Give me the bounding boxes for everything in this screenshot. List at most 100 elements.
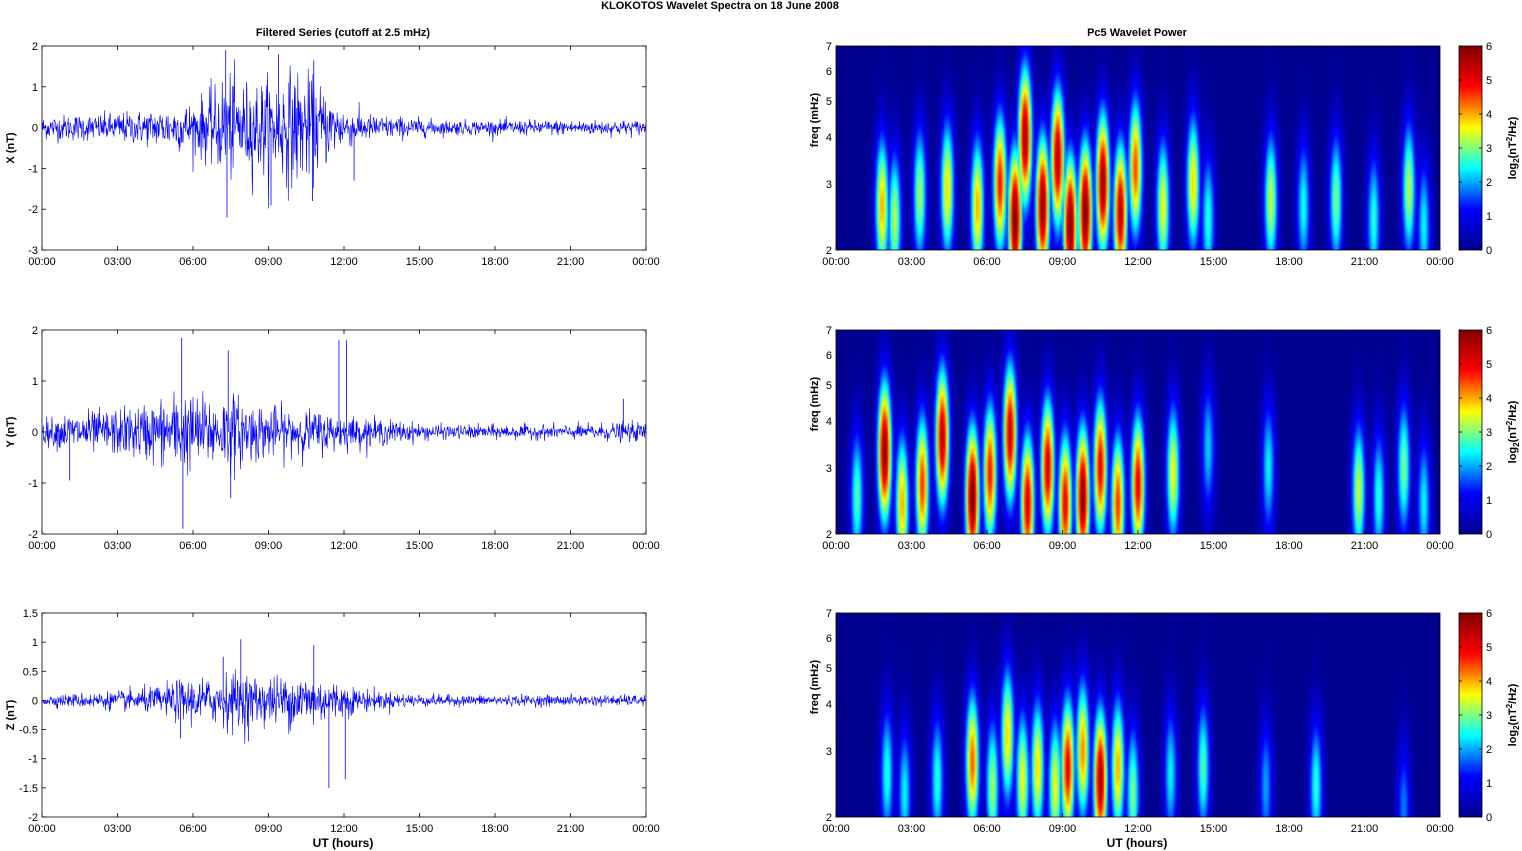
colorbar-label-part: /Hz) <box>1507 683 1519 704</box>
x-tick-label: 12:00 <box>330 540 358 552</box>
x-tick-label: 06:00 <box>179 823 207 835</box>
x-tick-label: 18:00 <box>1275 256 1303 268</box>
colorbar-label-part: /Hz) <box>1507 400 1519 421</box>
y-tick-label: -1 <box>28 754 38 766</box>
colorbar-tick-label: 0 <box>1486 529 1492 541</box>
colorbar-label-part: (nT <box>1507 425 1519 442</box>
x-tick-label: 18:00 <box>1275 823 1303 835</box>
colorbar-tick-label: 3 <box>1486 143 1492 155</box>
line-panel-y: -2 -1 0 1 2 00:00 03:00 06:00 09:00 12:00 15:00 18:… <box>5 325 660 552</box>
x-tick-label: 12:00 <box>330 823 358 835</box>
x-tick-label: 03:00 <box>898 823 926 835</box>
plot-area <box>41 612 647 818</box>
y-tick-label: 0 <box>32 123 38 135</box>
x-tick-label: 09:00 <box>1049 823 1077 835</box>
y-tick-label: 2 <box>826 812 832 824</box>
wavelet-panel-y: 2 3 4 5 6 7 00:00 03:00 06:00 09:00 12:00 15:00 18:0… <box>809 325 1521 552</box>
y-tick-label: 7 <box>826 325 832 337</box>
y-tick-label: -2 <box>28 529 38 541</box>
x-tick-label: 03:00 <box>898 256 926 268</box>
y-tick-label: 2 <box>32 41 38 53</box>
x-tick-label: 03:00 <box>898 540 926 552</box>
colorbar <box>1458 612 1483 818</box>
colorbar-label-part: 2 <box>1512 725 1521 730</box>
x-tick-label: 21:00 <box>557 256 585 268</box>
y-tick-label: 0 <box>32 427 38 439</box>
y-tick-label: 2 <box>826 245 832 257</box>
x-tick-label: 12:00 <box>330 256 358 268</box>
y-tick-label: 4 <box>826 132 832 144</box>
x-tick-label: 21:00 <box>1351 256 1379 268</box>
colorbar-tick-label: 1 <box>1486 778 1492 790</box>
x-tick-label: 15:00 <box>1200 823 1228 835</box>
x-tick-label: 06:00 <box>973 540 1001 552</box>
figure-title: KLOKOTOS Wavelet Spectra on 18 June 2008 <box>601 0 839 12</box>
y-axis-label: freq (mHz) <box>809 92 821 147</box>
colorbar-label-part: log <box>1507 163 1519 180</box>
y-tick-label: 1 <box>32 82 38 94</box>
x-tick-label: 09:00 <box>255 256 283 268</box>
y-tick-label: -2 <box>28 812 38 824</box>
y-tick-label: 5 <box>826 96 832 108</box>
x-tick-label: 00:00 <box>632 256 660 268</box>
y-axis-label: Z (nT) <box>5 699 17 730</box>
x-tick-label: 15:00 <box>406 540 434 552</box>
colorbar-tick-label: 3 <box>1486 710 1492 722</box>
wavelet-power-image <box>836 330 1440 534</box>
x-tick-label: 06:00 <box>179 540 207 552</box>
x-tick-label: 18:00 <box>1275 540 1303 552</box>
y-axis-label: freq (mHz) <box>809 659 821 714</box>
x-tick-label: 00:00 <box>822 540 850 552</box>
x-tick-label: 00:00 <box>632 823 660 835</box>
left-xlabel: UT (hours) <box>313 836 374 850</box>
x-tick-label: 12:00 <box>1124 823 1152 835</box>
y-tick-label: 4 <box>826 416 832 428</box>
x-tick-label: 15:00 <box>406 256 434 268</box>
x-tick-label: 15:00 <box>406 823 434 835</box>
y-tick-label: 3 <box>826 463 832 475</box>
colorbar-tick-label: 0 <box>1486 812 1492 824</box>
y-tick-label: -1 <box>28 478 38 490</box>
x-tick-label: 03:00 <box>104 540 132 552</box>
line-panel-x: -3 -2 -1 0 1 2 00:00 03:00 06:00 09:00 12:00 15:00 1… <box>5 41 660 268</box>
colorbar-tick-label: 4 <box>1486 393 1492 405</box>
y-tick-label: 0.5 <box>23 666 38 678</box>
series-trace <box>41 669 647 744</box>
y-tick-label: -0.5 <box>19 725 38 737</box>
colorbar-tick-label: 1 <box>1486 211 1492 223</box>
wavelet-power-image <box>836 46 1440 250</box>
colorbar-label-part: (nT <box>1507 141 1519 158</box>
series-trace <box>41 59 647 209</box>
y-tick-label: 6 <box>826 350 832 362</box>
colorbar-tick-label: 6 <box>1486 41 1492 53</box>
x-tick-label: 00:00 <box>1426 823 1454 835</box>
y-tick-label: 3 <box>826 179 832 191</box>
y-tick-label: -3 <box>28 245 38 257</box>
y-tick-label: 3 <box>826 746 832 758</box>
x-tick-label: 09:00 <box>1049 256 1077 268</box>
x-tick-label: 18:00 <box>481 823 509 835</box>
plot-area <box>41 45 647 251</box>
x-tick-label: 06:00 <box>973 256 1001 268</box>
x-tick-label: 06:00 <box>179 256 207 268</box>
colorbar-tick-label: 0 <box>1486 245 1492 257</box>
x-tick-label: 00:00 <box>28 823 56 835</box>
x-tick-label: 21:00 <box>557 540 585 552</box>
y-tick-label: 7 <box>826 608 832 620</box>
y-tick-label: -1 <box>28 163 38 175</box>
x-tick-label: 00:00 <box>28 256 56 268</box>
colorbar-tick-label: 2 <box>1486 177 1492 189</box>
y-tick-label: 4 <box>826 699 832 711</box>
colorbar-tick-label: 2 <box>1486 461 1492 473</box>
y-tick-label: 1 <box>32 376 38 388</box>
y-tick-label: -1.5 <box>19 783 38 795</box>
colorbar <box>1458 45 1483 251</box>
x-tick-label: 00:00 <box>822 256 850 268</box>
wavelet-panel-x: 2 3 4 5 6 7 00:00 03:00 06:00 09:00 12:00 15:00 18:0… <box>809 41 1521 268</box>
line-panel-z: -2 -1.5 -1 -0.5 0 0.5 1 1.5 00:00 03:00 06:00 09:00… <box>5 608 660 835</box>
x-tick-label: 00:00 <box>1426 256 1454 268</box>
x-tick-label: 21:00 <box>557 823 585 835</box>
x-tick-label: 18:00 <box>481 540 509 552</box>
x-tick-label: 21:00 <box>1351 540 1379 552</box>
